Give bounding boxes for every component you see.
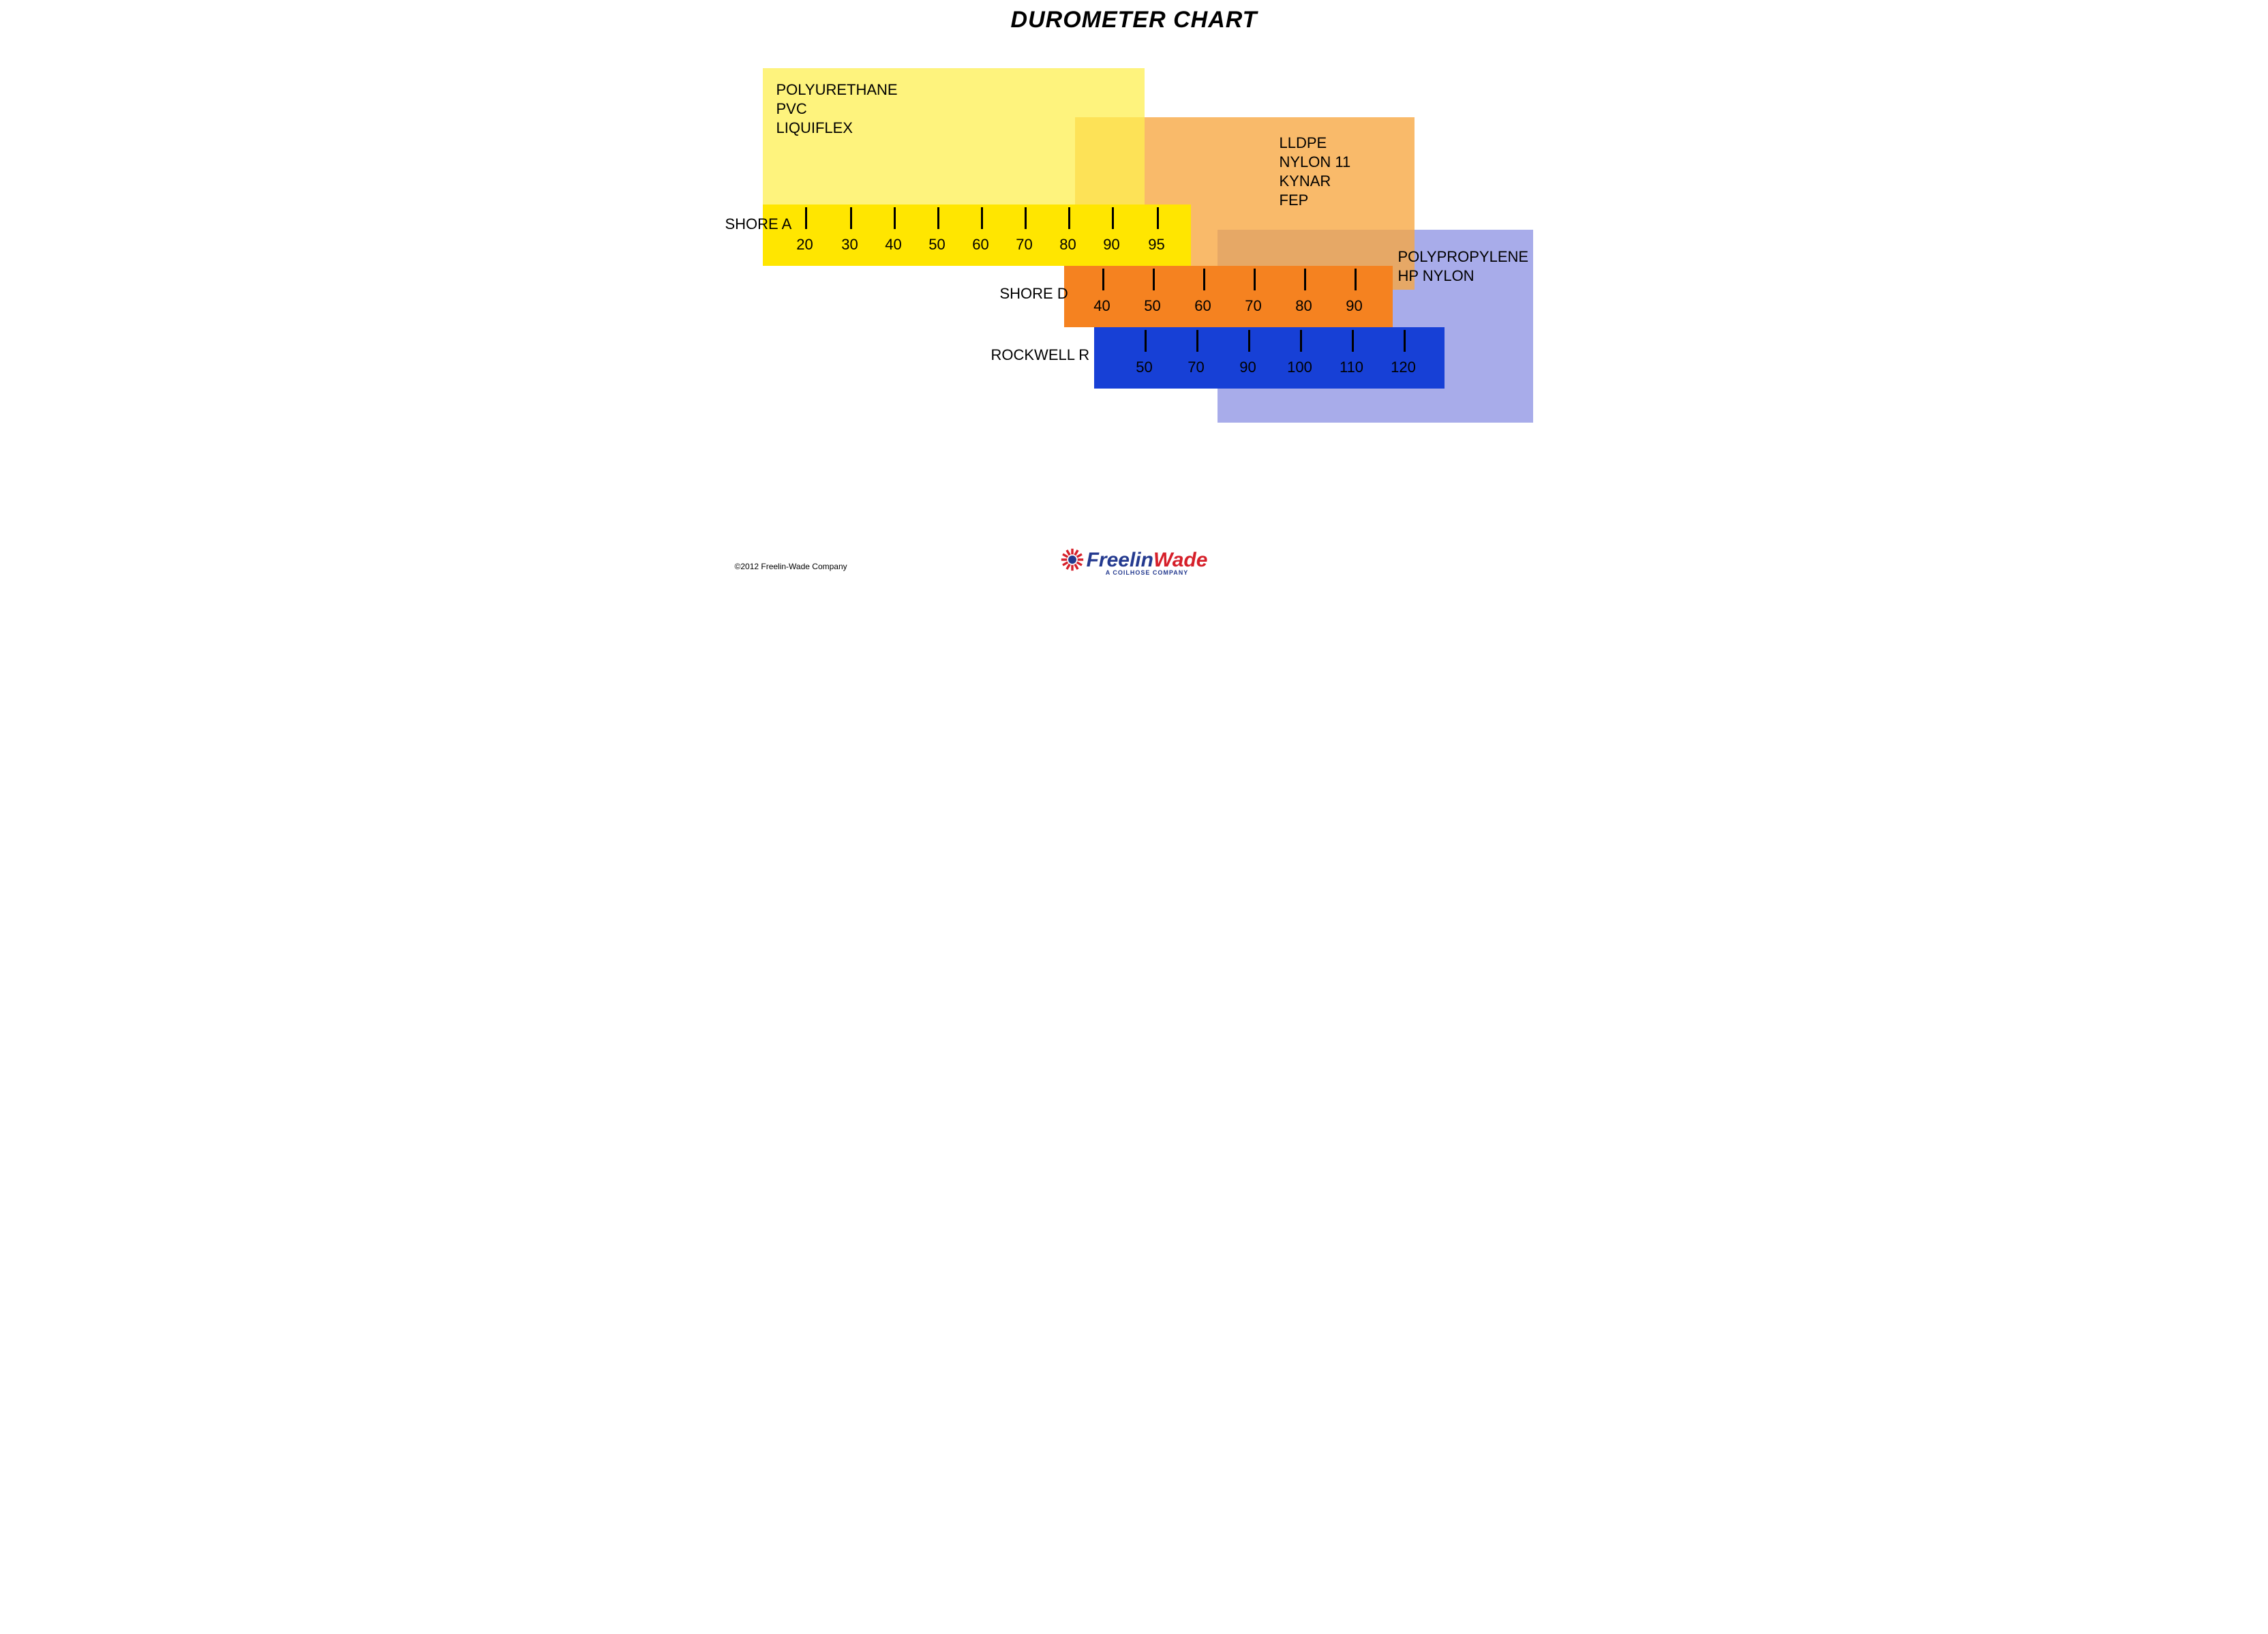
material-label: POLYPROPYLENE [1398, 247, 1529, 267]
shore-d-tick [1355, 269, 1357, 290]
shore-d-tick [1153, 269, 1155, 290]
shore-d-tick-label: 70 [1245, 297, 1261, 315]
material-label: NYLON 11 [1280, 153, 1351, 172]
copyright-text: ©2012 Freelin-Wade Company [735, 562, 847, 571]
material-label: KYNAR [1280, 172, 1351, 191]
material-label: PVC [776, 100, 898, 119]
rockwell-r-tick [1404, 330, 1406, 352]
shore-a-tick-label: 80 [1059, 236, 1076, 254]
shore-a-tick-label: 50 [928, 236, 945, 254]
shore-a-tick-label: 90 [1103, 236, 1119, 254]
shore-a-tick-label: 20 [796, 236, 813, 254]
shore-d-tick-label: 60 [1194, 297, 1211, 315]
shore-d-tick [1102, 269, 1104, 290]
shore-a-tick [1157, 207, 1159, 229]
shore-d-tick [1304, 269, 1306, 290]
shore-a-tick [937, 207, 939, 229]
shore-a-label: SHORE A [725, 215, 792, 233]
shore-a-tick [981, 207, 983, 229]
material-label: LIQUIFLEX [776, 119, 898, 138]
shore-a-tick [1025, 207, 1027, 229]
rockwell-r-tick-label: 90 [1239, 359, 1256, 376]
shore-d-tick-label: 50 [1144, 297, 1160, 315]
material-label: HP NYLON [1398, 267, 1529, 286]
logo-text-wade: Wade [1153, 549, 1207, 571]
shore-a-tick-label: 70 [1016, 236, 1032, 254]
rockwell-r-tick [1300, 330, 1302, 352]
rockwell-r-tick-label: 110 [1340, 359, 1363, 376]
chart-title: DUROMETER CHART [725, 7, 1543, 33]
rockwell-r-tick [1145, 330, 1147, 352]
rockwell-r-label: ROCKWELL R [991, 346, 1090, 364]
yellow-materials: POLYURETHANEPVCLIQUIFLEX [776, 80, 898, 138]
shore-a-tick [805, 207, 807, 229]
shore-a-tick [894, 207, 896, 229]
shore-a-tick [850, 207, 852, 229]
sunburst-icon [1061, 548, 1084, 577]
rockwell-r-tick [1196, 330, 1198, 352]
page: DUROMETER CHART POLYURETHANEPVCLIQUIFLEX… [725, 0, 1543, 589]
logo-text-freelin: Freelin [1087, 549, 1153, 571]
shore-d-tick [1203, 269, 1205, 290]
shore-d-label: SHORE D [1000, 285, 1068, 303]
orange-materials: LLDPENYLON 11KYNARFEP [1280, 134, 1351, 210]
rockwell-r-tick [1352, 330, 1354, 352]
shore-a-tick [1068, 207, 1070, 229]
shore-d-tick-label: 80 [1295, 297, 1312, 315]
material-label: FEP [1280, 191, 1351, 210]
rockwell-r-tick-label: 100 [1287, 359, 1312, 376]
shore-a-bar [763, 205, 1191, 266]
shore-a-tick [1112, 207, 1114, 229]
material-label: POLYURETHANE [776, 80, 898, 100]
rockwell-r-tick-label: 70 [1188, 359, 1204, 376]
rockwell-r-tick-label: 120 [1391, 359, 1416, 376]
material-label: LLDPE [1280, 134, 1351, 153]
shore-d-tick-label: 40 [1093, 297, 1110, 315]
rockwell-r-tick [1248, 330, 1250, 352]
shore-a-tick-label: 30 [841, 236, 858, 254]
logo: FreelinWade A COILHOSE COMPANY [725, 548, 1543, 577]
purple-materials: POLYPROPYLENEHP NYLON [1398, 247, 1529, 286]
shore-d-tick-label: 90 [1346, 297, 1362, 315]
shore-d-tick [1254, 269, 1256, 290]
shore_d-bar [1064, 266, 1393, 327]
rockwell-r-tick-label: 50 [1136, 359, 1152, 376]
shore-a-tick-label: 95 [1148, 236, 1164, 254]
durometer-chart: POLYURETHANEPVCLIQUIFLEX LLDPENYLON 11KYN… [763, 68, 1533, 423]
shore-a-tick-label: 40 [885, 236, 901, 254]
shore-a-tick-label: 60 [972, 236, 988, 254]
rockwell-r-bar [1094, 327, 1445, 389]
